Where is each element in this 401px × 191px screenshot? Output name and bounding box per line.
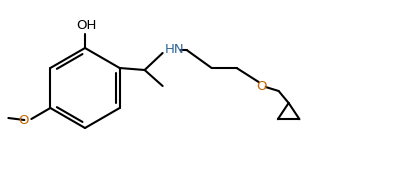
- Text: O: O: [18, 113, 28, 126]
- Text: OH: OH: [76, 19, 96, 32]
- Text: O: O: [256, 79, 267, 92]
- Text: HN: HN: [165, 43, 184, 56]
